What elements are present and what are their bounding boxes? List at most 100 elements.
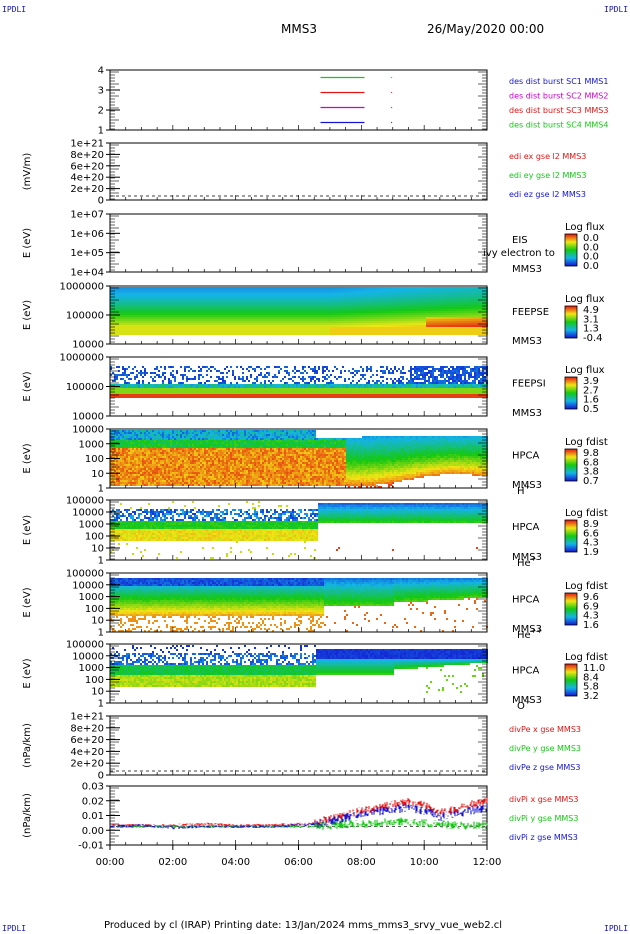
heatmap-cell [362,331,364,333]
heatmap-cell [326,319,328,321]
heatmap-cell [134,366,136,368]
heatmap-cell [346,287,348,289]
heatmap-cell [376,301,378,303]
heatmap-cell [472,307,474,309]
heatmap-cell [356,295,358,297]
heatmap-cell [356,333,358,335]
heatmap-cell [350,319,352,321]
heatmap-cell [414,295,416,297]
heatmap-cell [284,293,286,295]
heatmap-cell [272,327,274,329]
heatmap-cell [394,303,396,305]
heatmap-cell [430,297,432,299]
heatmap-cell [198,303,200,305]
heatmap-cell [320,325,322,327]
heatmap-cell [316,325,318,327]
heatmap-cell [110,307,112,309]
heatmap-cell [204,303,206,305]
heatmap-cell [140,303,142,305]
heatmap-cell [232,333,234,335]
heatmap-cell [272,293,274,295]
heatmap-cell [256,317,258,319]
heatmap-cell [422,287,424,289]
heatmap-cell [212,301,214,303]
heatmap-cell [282,305,284,307]
heatmap-cell [228,289,230,291]
heatmap-cell [374,295,376,297]
heatmap-cell [402,313,404,315]
heatmap-cell [364,289,366,291]
heatmap-cell [246,309,248,311]
heatmap-cell [236,309,238,311]
heatmap-cell [174,299,176,301]
heatmap-cell [138,319,140,321]
heatmap-cell [160,311,162,313]
heatmap-cell [198,333,200,335]
heatmap-cell [348,299,350,301]
heatmap-cell [232,301,234,303]
heatmap-cell [294,309,296,311]
heatmap-cell [264,307,266,309]
heatmap-cell [132,287,134,289]
heatmap-cell [336,313,338,315]
heatmap-cell [130,390,132,392]
heatmap-cell [260,299,262,301]
heatmap-cell [462,327,464,329]
heatmap-cell [354,317,356,319]
heatmap-cell [136,386,138,388]
heatmap-cell [432,295,434,297]
heatmap-cell [326,291,328,293]
heatmap-cell [248,315,250,317]
heatmap-cell [474,291,476,293]
heatmap-cell [278,323,280,325]
heatmap-cell [314,317,316,319]
heatmap-cell [130,295,132,297]
heatmap-cell [276,293,278,295]
heatmap-cell [118,297,120,299]
heatmap-cell [390,291,392,293]
heatmap-cell [250,295,252,297]
heatmap-cell [470,301,472,303]
heatmap-cell [324,309,326,311]
heatmap-cell [266,295,268,297]
heatmap-cell [110,384,112,386]
heatmap-cell [198,327,200,329]
heatmap-cell [204,289,206,291]
heatmap-cell [446,317,448,319]
heatmap-cell [206,315,208,317]
heatmap-cell [226,305,228,307]
heatmap-cell [468,315,470,317]
heatmap-cell [168,329,170,331]
heatmap-cell [460,299,462,301]
heatmap-cell [388,289,390,291]
heatmap-cell [226,289,228,291]
heatmap-cell [252,297,254,299]
heatmap-cell [364,321,366,323]
heatmap-cell [414,329,416,331]
heatmap-cell [200,297,202,299]
heatmap-cell [144,374,146,376]
heatmap-cell [312,309,314,311]
heatmap-cell [398,325,400,327]
heatmap-cell [326,315,328,317]
heatmap-cell [434,319,436,321]
heatmap-cell [152,325,154,327]
heatmap-cell [184,289,186,291]
heatmap-cell [152,329,154,331]
heatmap-cell [254,303,256,305]
heatmap-cell [174,319,176,321]
heatmap-cell [242,311,244,313]
heatmap-cell [450,329,452,331]
heatmap-cell [282,319,284,321]
heatmap-cell [220,287,222,289]
heatmap-cell [384,319,386,321]
heatmap-cell [240,325,242,327]
heatmap-cell [330,287,332,289]
heatmap-cell [290,295,292,297]
heatmap-cell [372,311,374,313]
heatmap-cell [362,289,364,291]
heatmap-cell [228,293,230,295]
heatmap-cell [306,291,308,293]
heatmap-cell [466,309,468,311]
